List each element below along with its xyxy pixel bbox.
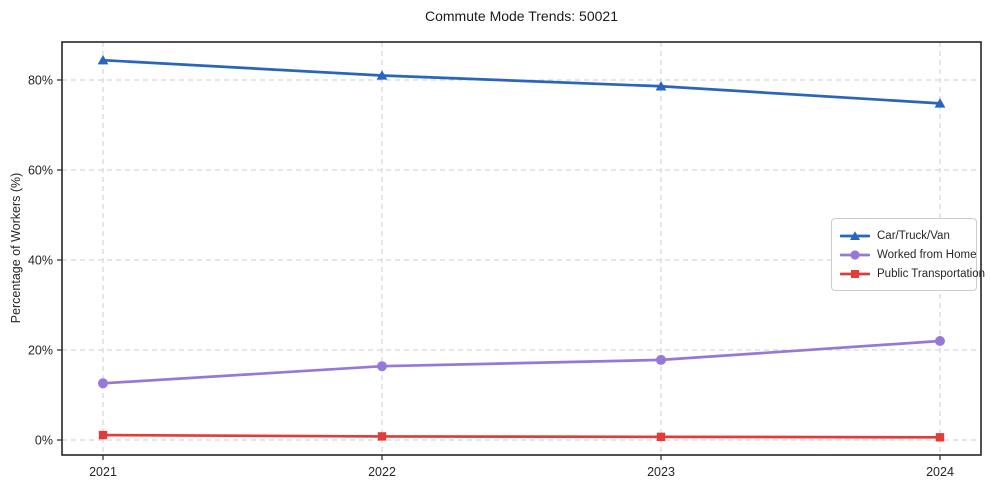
legend-label: Car/Truck/Van bbox=[877, 229, 950, 242]
y-tick-label: 80% bbox=[28, 73, 53, 87]
triangle-marker bbox=[655, 81, 667, 91]
triangle-marker bbox=[376, 70, 388, 80]
y-tick-label: 20% bbox=[28, 343, 53, 357]
circle-marker bbox=[935, 336, 945, 347]
legend-label: Public Transportation bbox=[877, 267, 986, 280]
chart-title: Commute Mode Trends: 50021 bbox=[425, 8, 618, 24]
square-marker bbox=[935, 433, 945, 442]
x-tick-label: 2023 bbox=[647, 465, 675, 479]
circle-marker bbox=[656, 354, 666, 365]
plot-border bbox=[61, 41, 982, 456]
home-line-swatch bbox=[840, 249, 870, 260]
legend-item-home: Worked from Home bbox=[840, 245, 976, 264]
triangle-marker bbox=[934, 98, 946, 108]
transit-line-swatch bbox=[840, 269, 870, 278]
legend-item-transit: Public Transportation bbox=[840, 264, 985, 283]
y-tick-label: 0% bbox=[35, 433, 53, 447]
square-marker bbox=[377, 432, 387, 441]
triangle-marker bbox=[97, 54, 109, 65]
x-tick-label: 2021 bbox=[89, 465, 117, 479]
y-tick-label: 40% bbox=[28, 253, 53, 267]
legend-label: Worked from Home bbox=[877, 248, 977, 261]
square-marker bbox=[656, 432, 666, 442]
series-line-circle bbox=[101, 339, 942, 385]
legend-item-car: Car/Truck/Van bbox=[840, 226, 968, 245]
circle-marker bbox=[98, 378, 108, 389]
series-line-triangle bbox=[101, 58, 942, 105]
legend: Car/Truck/Van Worked from Home Public Tr… bbox=[831, 218, 985, 291]
square-marker bbox=[98, 430, 108, 440]
car-line-swatch bbox=[840, 230, 870, 240]
series-line-square bbox=[101, 433, 942, 439]
y-tick-label: 60% bbox=[28, 163, 53, 177]
x-tick-label: 2022 bbox=[368, 465, 396, 479]
x-tick-label: 2024 bbox=[926, 465, 954, 479]
circle-marker bbox=[377, 361, 387, 372]
